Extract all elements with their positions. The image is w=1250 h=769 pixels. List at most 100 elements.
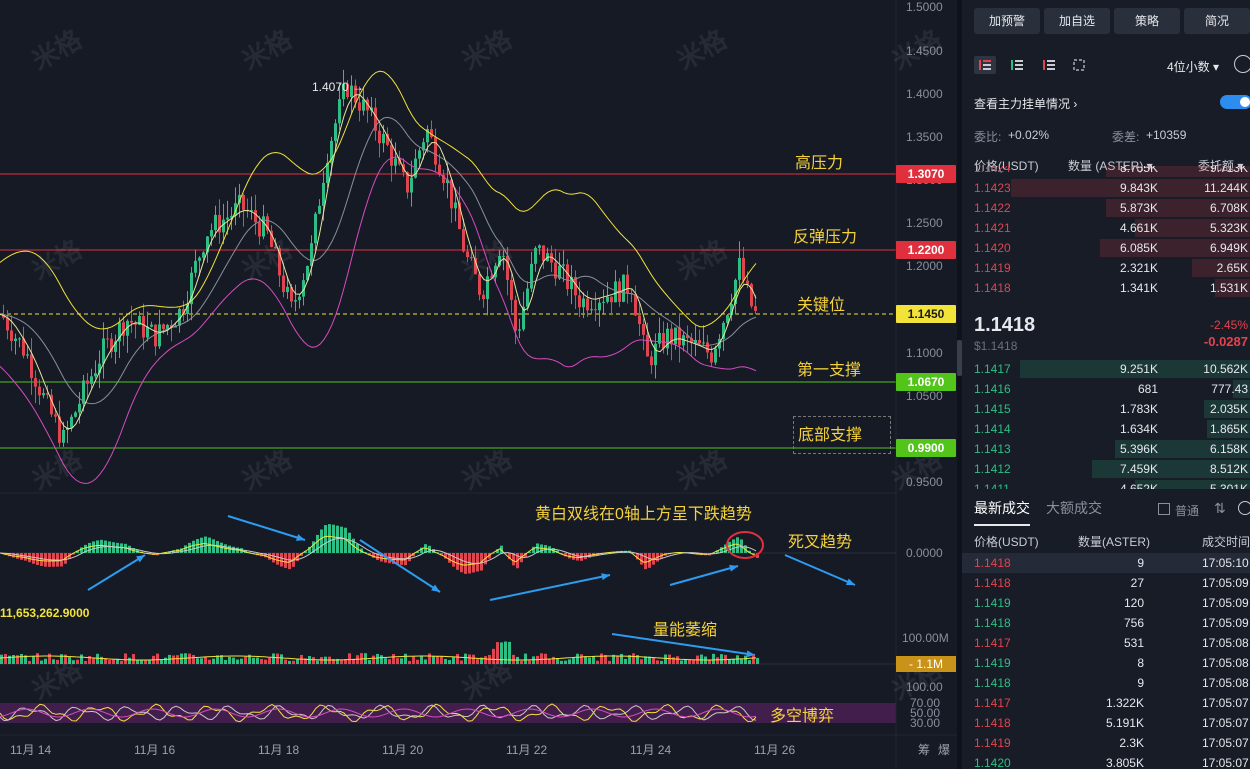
add-watchlist-button[interactable]: 加自选 — [1044, 8, 1110, 34]
tab-large-trades[interactable]: 大额成交 — [1046, 500, 1102, 516]
bid-row[interactable]: 1.1411 4.652K 5.301K — [962, 479, 1250, 489]
settings-icon[interactable] — [1234, 55, 1250, 73]
orderbook-bids-icon[interactable] — [1006, 56, 1028, 74]
candle-body — [458, 202, 461, 230]
volume-bar — [4, 654, 7, 664]
candle-body — [170, 324, 173, 328]
bid-row[interactable]: 1.1417 9.251K 10.562K — [962, 359, 1250, 379]
date-label: 11月 14 — [10, 743, 52, 757]
macd-bar — [528, 551, 531, 553]
volume-bar — [452, 657, 455, 664]
level-label-rebound-pressure: 1.2200 — [896, 241, 956, 259]
ask-row[interactable]: 1.1420 6.085K 6.949K — [962, 238, 1250, 258]
orderbook-both-icon[interactable] — [974, 56, 996, 74]
rsi-axis-label: 50.00 — [910, 706, 941, 720]
price-axis-label: 0.9500 — [906, 475, 943, 489]
ask-row[interactable]: 1.1421 4.661K 5.323K — [962, 218, 1250, 238]
volume-bar — [688, 659, 691, 664]
panel-divider[interactable] — [957, 0, 962, 769]
bid-row[interactable]: 1.1414 1.634K 1.865K — [962, 419, 1250, 439]
book-amount: 10.562K — [1203, 362, 1248, 376]
date-label: 11月 22 — [506, 743, 548, 757]
candlestick-chart[interactable] — [0, 0, 957, 769]
candle-body — [642, 324, 645, 335]
candle-body — [166, 324, 169, 329]
macd-bar — [204, 536, 207, 553]
macd-bar — [320, 529, 323, 553]
volume-bar — [580, 654, 583, 664]
header-amount[interactable]: 委托额 ▾ — [1198, 159, 1244, 173]
volume-bar — [588, 657, 591, 664]
divider-handle[interactable] — [957, 340, 962, 376]
trade-time: 17:05:10 — [1202, 556, 1249, 570]
volume-bar — [572, 658, 575, 664]
macd-bar — [24, 553, 27, 561]
ask-row[interactable]: 1.1422 5.873K 6.708K — [962, 198, 1250, 218]
volume-bar — [680, 660, 683, 664]
book-qty: 5.396K — [1119, 442, 1158, 456]
trend-arrow-head — [846, 578, 855, 585]
volume-bar — [552, 656, 555, 664]
high-price-marker-value: 1.4070 — [312, 80, 349, 94]
candle-body — [506, 255, 509, 280]
bid-row[interactable]: 1.1415 1.783K 2.035K — [962, 399, 1250, 419]
rsi-line-2 — [0, 704, 757, 722]
volume-bar — [212, 658, 215, 664]
volume-bar — [632, 653, 635, 664]
orderbook-asks-icon[interactable] — [1038, 56, 1060, 74]
bid-row[interactable]: 1.1416 681 777.43 — [962, 379, 1250, 399]
volume-bar — [428, 653, 431, 664]
volume-bar — [96, 653, 99, 664]
overview-button[interactable]: 简况 — [1184, 8, 1250, 34]
volume-bar — [672, 657, 675, 664]
add-alert-button[interactable]: 加预警 — [974, 8, 1040, 34]
main-orders-toggle[interactable] — [1220, 95, 1250, 109]
ask-row[interactable]: 1.1419 2.321K 2.65K — [962, 258, 1250, 278]
price-axis-label: 1.2000 — [906, 259, 943, 273]
candle-body — [282, 275, 285, 293]
candle-body — [42, 393, 45, 396]
ask-row[interactable]: 1.1423 9.843K 11.244K — [962, 178, 1250, 198]
filter-icon[interactable]: ⇅ — [1214, 500, 1226, 516]
depth-bar — [1106, 199, 1250, 217]
macd-bar — [32, 553, 35, 564]
volume-bar — [32, 655, 35, 664]
ask-row[interactable]: 1.1424 8.755K 9.713K — [962, 166, 1250, 178]
trade-settings-icon[interactable] — [1238, 501, 1250, 515]
popout-icon[interactable] — [1068, 56, 1090, 74]
macd-bar — [724, 544, 727, 553]
macd-bar — [332, 524, 335, 553]
decimals-select[interactable]: 4位小数 ▾ — [1167, 58, 1219, 75]
main-orders-link[interactable]: 查看主力挂单情况 › — [974, 95, 1077, 112]
macd-bar — [720, 547, 723, 553]
candle-body — [674, 327, 677, 345]
volume-bar — [420, 655, 423, 664]
strategy-button[interactable]: 策略 — [1114, 8, 1180, 34]
price-axis-label: 1.2500 — [906, 216, 943, 230]
volume-bar — [24, 655, 27, 664]
liquidation-button[interactable]: 爆 — [938, 743, 951, 757]
book-amount: 8.512K — [1209, 462, 1248, 476]
chart-area[interactable]: 米格 米格 米格 米格 米格 米格 米格 米格 米格 米格 米格 米格 米格 米… — [0, 0, 957, 769]
bid-row[interactable]: 1.1412 7.459K 8.512K — [962, 459, 1250, 479]
candle-body — [410, 177, 413, 193]
book-price: 1.1413 — [974, 442, 1011, 456]
candle-body — [382, 134, 385, 144]
candle-body — [54, 414, 57, 417]
chip-distribution-button[interactable]: 筹 — [918, 743, 931, 757]
candle-body — [198, 257, 201, 261]
macd-bar — [576, 553, 579, 561]
rsi-axis-label: 70.00 — [910, 696, 941, 710]
bid-row[interactable]: 1.1413 5.396K 6.158K — [962, 439, 1250, 459]
normal-checkbox[interactable] — [1158, 503, 1170, 515]
ask-row[interactable]: 1.1418 1.341K 1.531K — [962, 278, 1250, 298]
volume-bar — [576, 653, 579, 664]
candle-body — [202, 252, 205, 258]
candle-body — [254, 210, 257, 223]
tab-latest-trades[interactable]: 最新成交 — [974, 498, 1030, 526]
volume-bar — [280, 654, 283, 664]
price-axis-label: 1.4500 — [906, 44, 943, 58]
macd-bar — [476, 553, 479, 572]
header-qty[interactable]: 数量 (ASTER) ▾ — [1068, 159, 1153, 173]
volume-bar — [548, 659, 551, 664]
